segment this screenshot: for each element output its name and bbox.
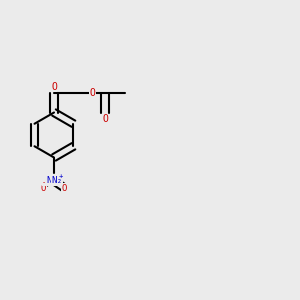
Text: O: O [89, 88, 95, 98]
Text: N: N [51, 176, 57, 185]
Text: O: O [62, 184, 67, 193]
Text: +: + [58, 172, 63, 178]
Text: NO₂: NO₂ [46, 176, 62, 185]
Text: O: O [102, 113, 108, 124]
Text: O: O [51, 82, 57, 92]
Text: O: O [41, 184, 46, 193]
Text: -: - [42, 180, 46, 186]
